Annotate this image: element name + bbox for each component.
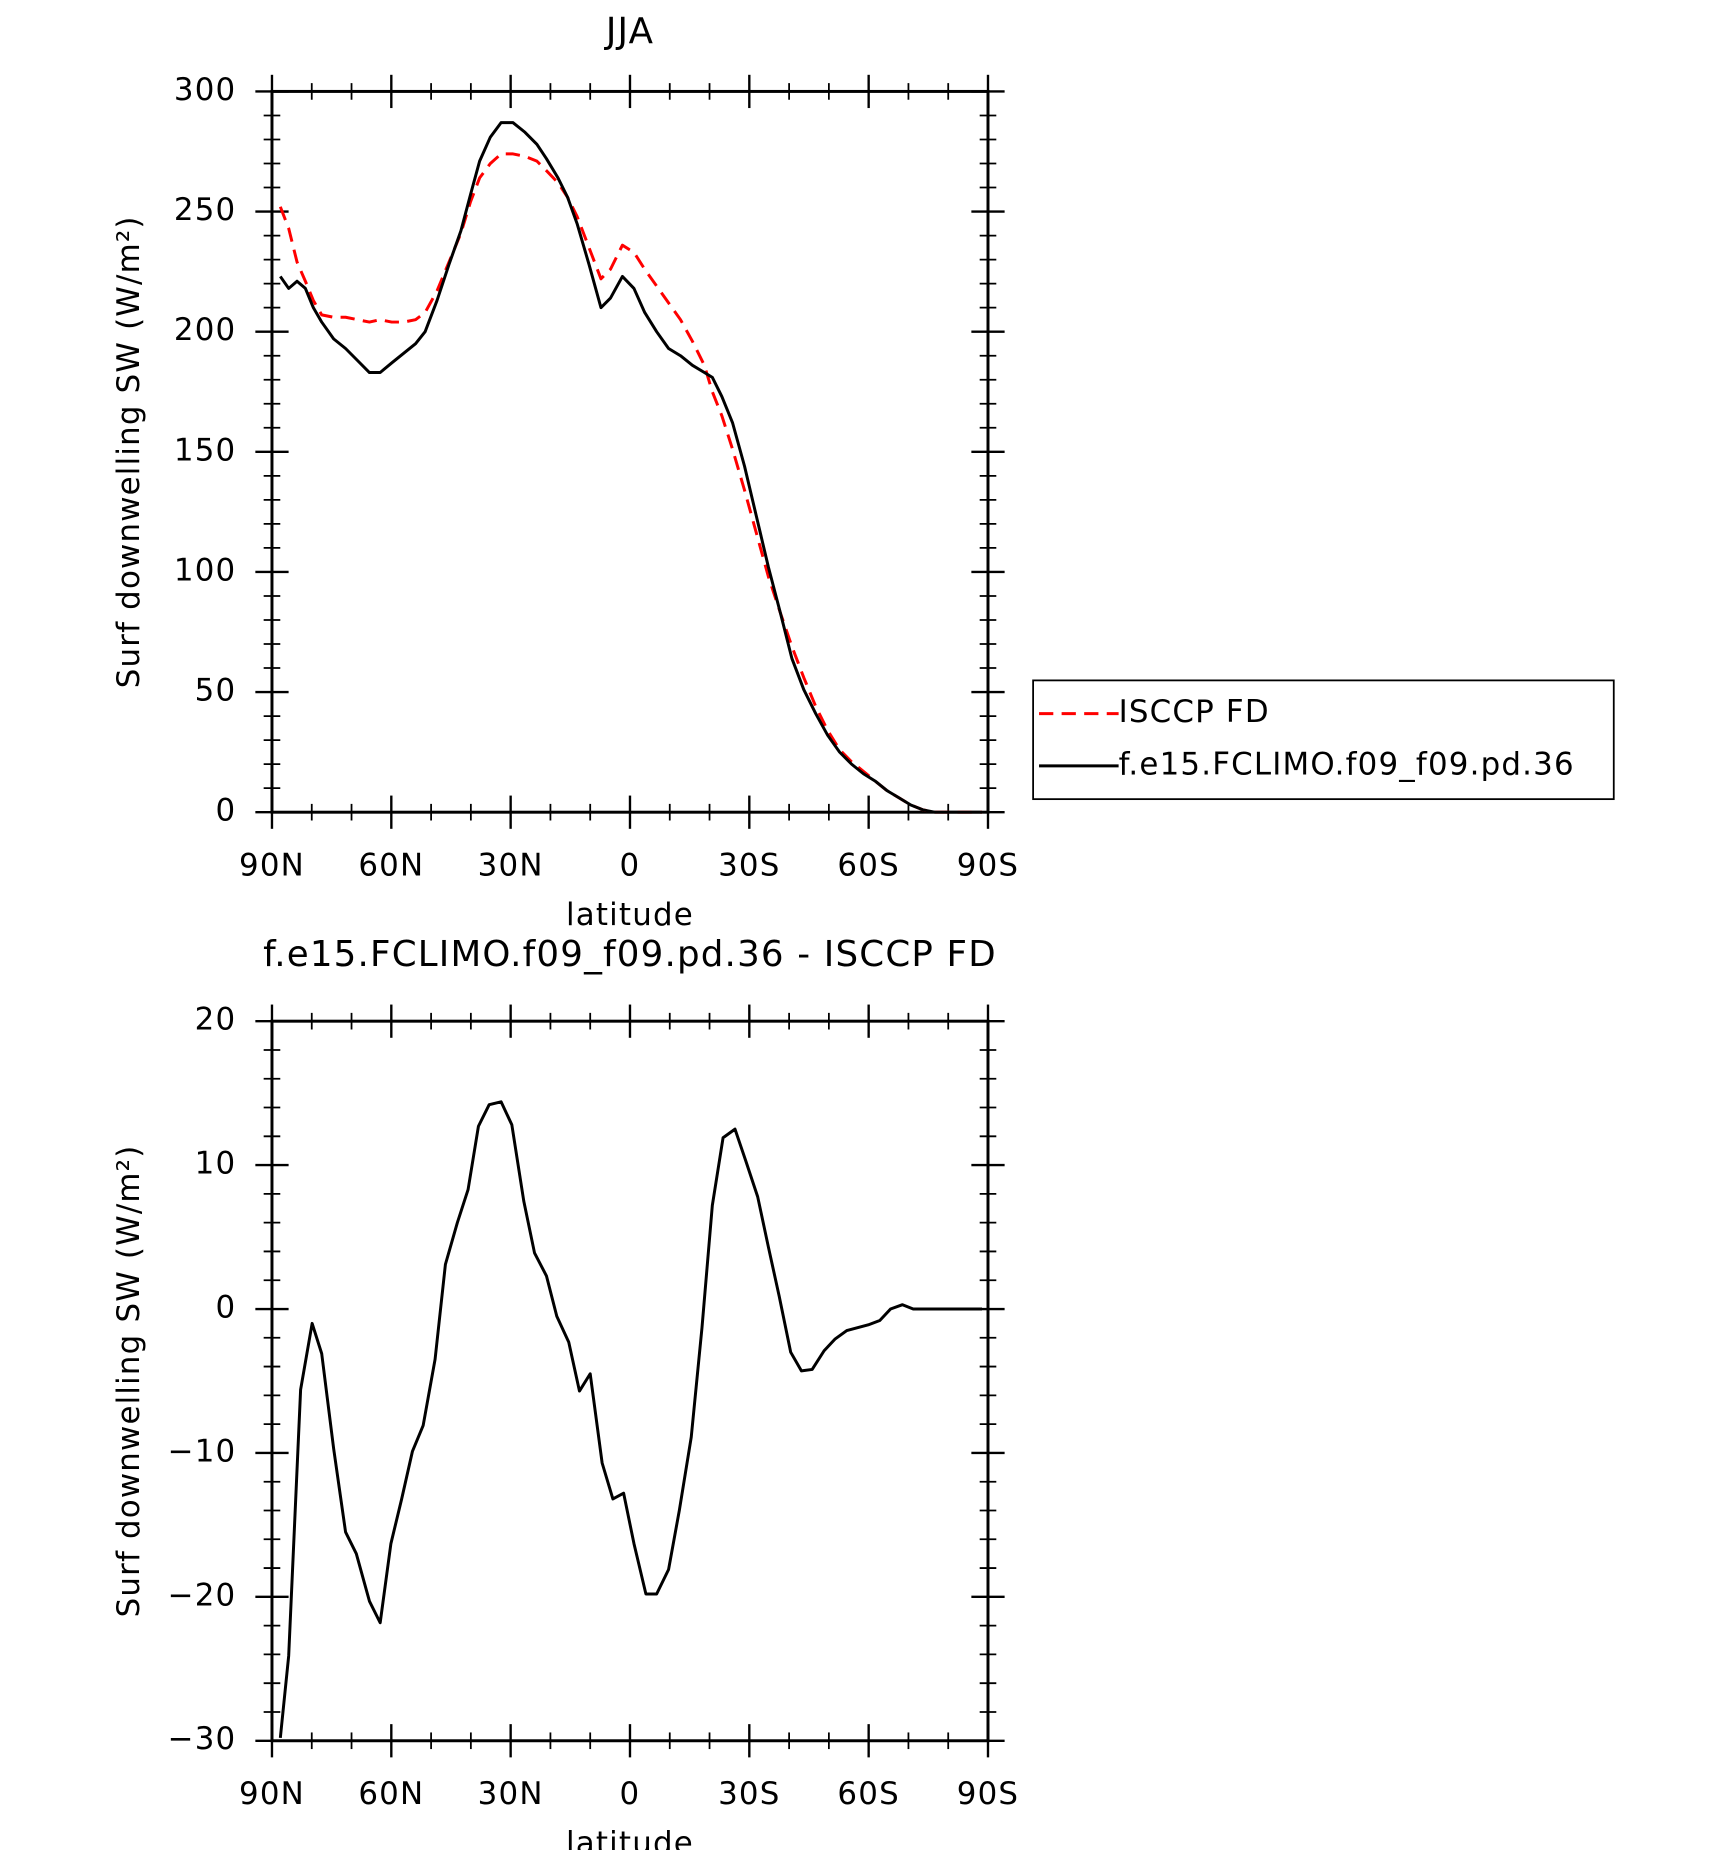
- legend-label: f.e15.FCLIMO.f09_f09.pd.36: [1119, 746, 1575, 782]
- series-line: [278, 152, 983, 814]
- y-tick-label: −30: [168, 1721, 237, 1757]
- y-tick-label: 10: [195, 1146, 237, 1182]
- y-tick-label: 250: [174, 192, 236, 228]
- y-tick-label: 300: [174, 72, 236, 108]
- x-tick-label: 0: [620, 847, 641, 883]
- series-line: [279, 121, 983, 814]
- series-line: [278, 1100, 983, 1739]
- x-axis-label: latitude: [566, 897, 694, 933]
- x-tick-label: 30N: [478, 847, 544, 883]
- y-tick-label: −10: [168, 1433, 237, 1469]
- chart-title: f.e15.FCLIMO.f09_f09.pd.36 - ISCCP FD: [263, 934, 997, 975]
- chart-title: JJA: [604, 11, 654, 52]
- y-tick-label: 0: [216, 793, 237, 829]
- plot-frame: [270, 89, 990, 814]
- x-tick-label: 90S: [957, 847, 1019, 883]
- x-tick-label: 30S: [718, 1776, 780, 1812]
- y-tick-label: −20: [168, 1577, 237, 1613]
- x-axis-label: latitude: [566, 1826, 694, 1850]
- x-tick-label: 90S: [957, 1776, 1019, 1812]
- legend-label: ISCCP FD: [1119, 694, 1270, 730]
- x-tick-label: 60S: [837, 1776, 899, 1812]
- x-tick-label: 60N: [358, 1776, 424, 1812]
- y-tick-label: 100: [174, 552, 236, 588]
- x-tick-label: 30N: [478, 1776, 544, 1812]
- y-tick-label: 150: [174, 432, 236, 468]
- y-tick-label: 20: [195, 1002, 237, 1038]
- x-tick-label: 60N: [358, 847, 424, 883]
- legend: ISCCP FD f.e15.FCLIMO.f09_f09.pd.36: [1032, 679, 1615, 801]
- y-tick-label: 200: [174, 312, 236, 348]
- x-tick-label: 90N: [239, 1776, 305, 1812]
- legend-box: [1032, 679, 1615, 801]
- x-tick-label: 90N: [239, 847, 305, 883]
- x-tick-label: 0: [620, 1776, 641, 1812]
- y-axis-label: Surf downwelling SW (W/m²): [111, 1145, 147, 1618]
- x-tick-label: 60S: [837, 847, 899, 883]
- plot-frame: [270, 1019, 990, 1743]
- y-tick-label: 0: [216, 1290, 237, 1326]
- y-tick-label: 50: [195, 673, 237, 709]
- x-tick-label: 30S: [718, 847, 780, 883]
- y-axis-label: Surf downwelling SW (W/m²): [111, 215, 147, 688]
